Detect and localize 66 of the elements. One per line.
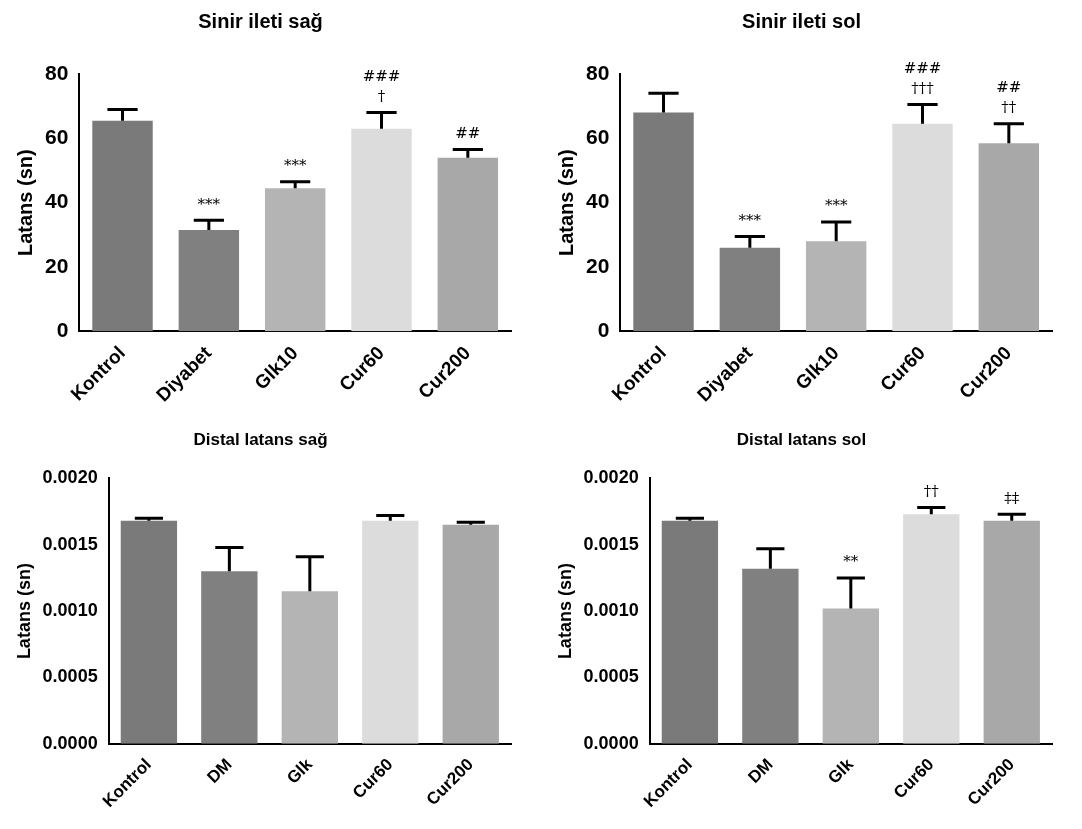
x-tick-label: Glk xyxy=(283,754,317,788)
y-tick-label: 20 xyxy=(45,253,69,277)
bar xyxy=(362,520,419,744)
bar xyxy=(742,568,799,744)
y-tick-label: 0.0010 xyxy=(583,600,639,621)
bar xyxy=(805,241,867,332)
bar xyxy=(822,608,879,744)
bar xyxy=(437,157,499,332)
bar xyxy=(264,188,326,332)
bar xyxy=(178,230,240,332)
y-axis-title: Latans (sn) xyxy=(13,149,36,257)
bar xyxy=(903,514,960,744)
y-axis-title: Latans (sn) xyxy=(554,149,577,257)
annotation: *** xyxy=(738,210,762,229)
annotation: †† xyxy=(1001,98,1017,117)
bar xyxy=(892,123,953,332)
bar xyxy=(351,128,412,332)
annotation: †† xyxy=(923,481,940,500)
y-tick-label: 0.0010 xyxy=(42,600,98,621)
y-tick-label: 60 xyxy=(45,125,69,149)
bar xyxy=(633,112,694,332)
chart-title: Distal latans sol xyxy=(736,429,867,449)
annotation: † xyxy=(377,86,386,105)
y-tick-label: 0.0020 xyxy=(42,467,98,488)
bar xyxy=(120,520,178,744)
annotation: ## xyxy=(996,78,1022,97)
annotation: ††† xyxy=(911,78,935,97)
y-tick-label: 20 xyxy=(586,253,610,277)
bar xyxy=(92,120,153,332)
annotation: ‡‡ xyxy=(1004,488,1020,507)
annotation: ### xyxy=(903,58,942,77)
annotation: *** xyxy=(824,196,848,215)
chart-title: Distal latans sağ xyxy=(193,429,328,449)
annotation: ### xyxy=(362,66,401,85)
y-tick-label: 0.0000 xyxy=(583,732,639,753)
bar xyxy=(719,247,781,332)
y-tick-label: 0.0015 xyxy=(583,533,639,554)
y-tick-label: 40 xyxy=(586,189,610,213)
y-tick-label: 0.0005 xyxy=(583,666,639,687)
x-tick-label: DM xyxy=(744,754,777,787)
y-tick-label: 80 xyxy=(586,60,610,84)
annotation: *** xyxy=(283,156,307,175)
y-tick-label: 60 xyxy=(586,125,610,149)
bar xyxy=(442,524,499,744)
chart-title: Sinir ileti sol xyxy=(742,9,861,32)
y-tick-label: 0.0005 xyxy=(42,666,98,687)
y-tick-label: 0.0020 xyxy=(583,467,639,488)
annotation: ** xyxy=(843,552,859,571)
bar xyxy=(201,571,258,744)
bar xyxy=(983,520,1040,744)
bar xyxy=(978,143,1040,332)
annotation: ## xyxy=(455,123,481,142)
y-tick-label: 0 xyxy=(597,318,610,342)
bar xyxy=(281,591,338,744)
y-axis-title: Latans (sn) xyxy=(554,563,575,660)
x-tick-label: Glk xyxy=(824,754,858,788)
y-tick-label: 0.0015 xyxy=(42,533,98,554)
x-tick-label: DM xyxy=(203,754,236,787)
bar xyxy=(661,520,719,744)
y-tick-label: 80 xyxy=(45,60,69,84)
y-tick-label: 40 xyxy=(45,189,69,213)
chart-title: Sinir ileti sağ xyxy=(198,9,323,32)
annotation: *** xyxy=(197,194,221,213)
y-axis-title: Latans (sn) xyxy=(13,563,34,660)
y-tick-label: 0 xyxy=(56,318,69,342)
y-tick-label: 0.0000 xyxy=(42,732,98,753)
